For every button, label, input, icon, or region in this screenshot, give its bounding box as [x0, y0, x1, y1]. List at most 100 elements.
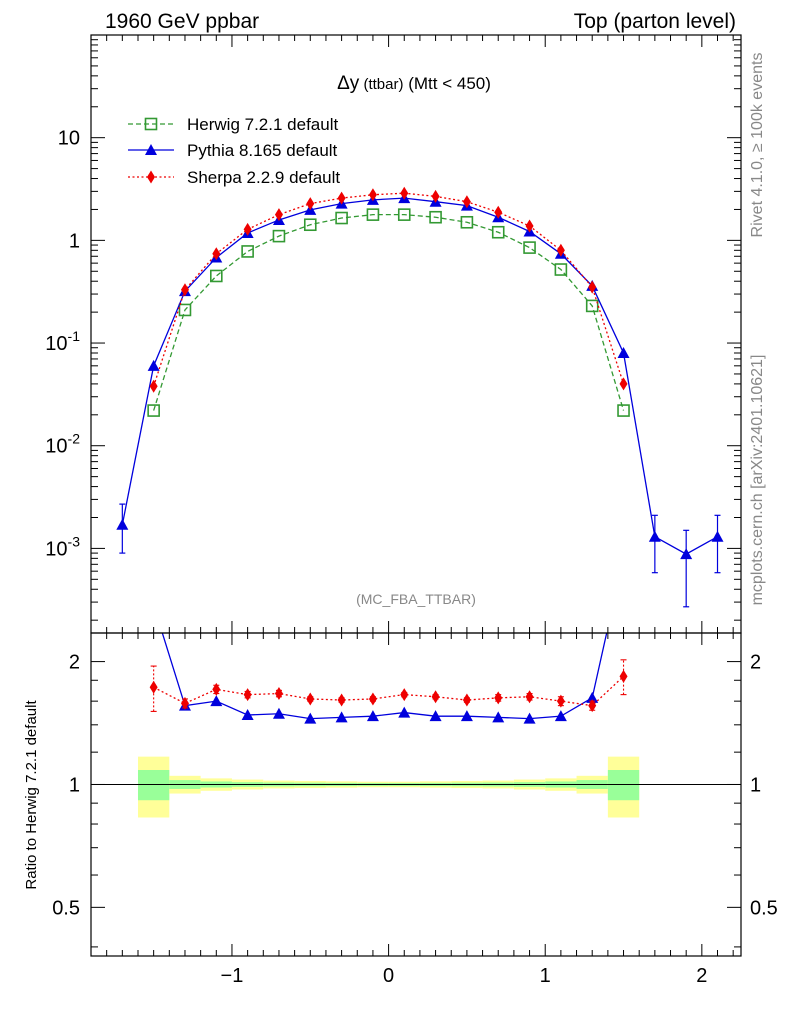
legend-marker [147, 170, 155, 184]
watermark: (MC_FBA_TTBAR) [356, 591, 476, 607]
legend-marker [145, 144, 157, 155]
data-point [116, 518, 129, 530]
ratio-series [149, 633, 628, 724]
tick-labels: −1 0 1 2 10-3 10-2 10-1 1 10 0.5 0.5 1 1 2 2 [45, 128, 778, 987]
data-point [648, 530, 661, 542]
data-point [619, 377, 628, 391]
data-point [241, 245, 254, 258]
ratio-y-tick-label: 2 [69, 652, 80, 674]
ratio-point [400, 688, 409, 702]
ratio-y-tick-label-right: 0.5 [750, 897, 778, 919]
data-point [303, 218, 317, 232]
data-point [178, 303, 192, 317]
ratio-point [525, 690, 534, 704]
ratio-point [398, 706, 411, 718]
ratio-point [337, 693, 346, 707]
ratio-point [180, 696, 189, 710]
data-point [585, 299, 599, 313]
y-tick-label: 10-1 [45, 328, 80, 355]
ratio-point [523, 712, 536, 724]
ratio-y-tick-label: 0.5 [52, 897, 80, 919]
ratio-point [494, 691, 503, 705]
ratio-point [554, 710, 567, 722]
data-point [243, 222, 252, 236]
data-point [149, 379, 158, 393]
ratio-point [431, 690, 440, 704]
legend: Herwig 7.2.1 default Pythia 8.165 default… [128, 115, 340, 187]
ratio-point [460, 710, 473, 722]
data-point [588, 280, 597, 294]
y-tick-label: 10-2 [45, 431, 80, 458]
band-green [137, 770, 170, 801]
data-point [368, 188, 377, 202]
ratio-point [210, 695, 223, 707]
data-point [491, 225, 505, 239]
ratio-point [149, 680, 158, 694]
ratio-point [556, 694, 565, 708]
ratio-point [241, 708, 254, 720]
data-point [147, 359, 160, 371]
y-tick-label: 10 [58, 128, 80, 150]
data-point [180, 283, 189, 297]
ratio-point [586, 691, 599, 703]
ratio-point [588, 699, 597, 713]
ratio-y-tick-label-right: 1 [750, 774, 761, 796]
data-point [337, 191, 346, 205]
x-tick-label: −1 [221, 965, 244, 987]
x-tick-label: 2 [696, 965, 707, 987]
y-tick-label: 1 [69, 230, 80, 252]
data-point [523, 241, 536, 254]
x-tick-label: 1 [540, 965, 551, 987]
main-line-2 [153, 192, 625, 387]
ratio-y-tick-label-right: 2 [750, 652, 761, 674]
plot-frames [90, 34, 742, 957]
data-point [397, 208, 411, 221]
data-point [306, 197, 315, 211]
main-line-1 [121, 197, 718, 555]
data-point [462, 195, 471, 209]
data-point [525, 219, 534, 233]
ratio-ylabel: Ratio to Herwig 7.2.1 default [23, 700, 40, 890]
data-point [366, 208, 380, 221]
ratio-point [212, 682, 221, 696]
ratio-line-1 [161, 633, 608, 720]
main-series [116, 186, 724, 608]
header-right: Top (parton level) [574, 10, 736, 33]
data-point [212, 247, 221, 261]
ratio-point [272, 707, 285, 719]
main-line-0 [153, 213, 625, 411]
plot-title: Δy (ttbar) (Mtt < 450) [337, 73, 491, 94]
data-point [617, 346, 630, 358]
ratio-point [366, 710, 379, 722]
ratio-point [619, 669, 628, 683]
data-point [711, 530, 724, 542]
mcplots-label: mcplots.cern.ch [arXiv:2401.10621] [749, 355, 766, 606]
legend-label: Sherpa 2.2.9 default [187, 168, 340, 187]
data-point [556, 243, 565, 257]
x-tick-label: 0 [383, 965, 394, 987]
ratio-point [462, 693, 471, 707]
ratio-y-tick-label: 1 [69, 774, 80, 796]
ratio-point [243, 688, 252, 702]
data-point [429, 210, 442, 224]
data-point [274, 208, 283, 222]
ratio-bands [137, 756, 640, 818]
ratio-point [306, 692, 315, 706]
legend-label: Herwig 7.2.1 default [187, 115, 338, 134]
ratio-frame [90, 632, 742, 957]
band-green [607, 770, 640, 801]
ratio-point [492, 711, 505, 723]
ratio-point [274, 687, 283, 701]
ratio-point [335, 711, 348, 723]
data-point [210, 269, 223, 283]
legend-marker [144, 117, 158, 131]
data-point [460, 215, 474, 229]
y-tick-label: 10-3 [45, 533, 80, 560]
data-point [494, 205, 503, 219]
data-point [554, 263, 568, 276]
rivet-label: Rivet 4.1.0, ≥ 100k events [749, 53, 766, 238]
ratio-point [368, 692, 377, 706]
legend-label: Pythia 8.165 default [187, 141, 338, 160]
data-point [272, 229, 286, 243]
